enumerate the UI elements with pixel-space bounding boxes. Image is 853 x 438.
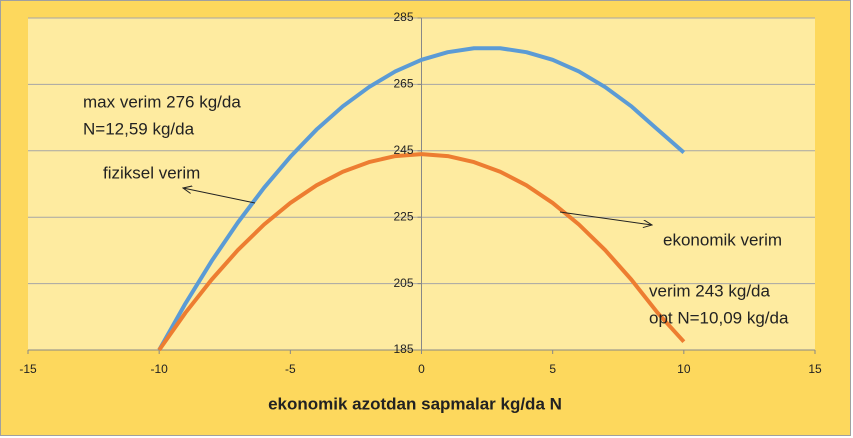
arrow [559, 211, 652, 225]
data-line [157, 46, 686, 351]
x-tick-label: -10 [150, 362, 168, 376]
y-tick-label: 185 [393, 342, 413, 356]
x-tick-label: 15 [808, 362, 822, 376]
arrow [183, 188, 256, 204]
x-tick-label: 5 [549, 362, 556, 376]
y-tick-label: 245 [393, 143, 413, 157]
y-tick-label: 265 [393, 77, 413, 91]
y-tick-label: 225 [393, 209, 413, 223]
annotation: max verim 276 kg/da [83, 92, 241, 111]
y-tick-label: 205 [393, 276, 413, 290]
x-axis-title: ekonomik azotdan sapmalar kg/da N [268, 394, 562, 413]
series-label: ekonomik verim [663, 230, 782, 249]
x-tick-label: 0 [418, 362, 425, 376]
annotation: opt N=10,09 kg/da [649, 308, 789, 327]
series-label: fiziksel verim [103, 163, 200, 182]
data-line [157, 152, 686, 352]
annotation: N=12,59 kg/da [83, 119, 195, 138]
x-tick-label: -15 [19, 362, 37, 376]
x-tick-label: 10 [677, 362, 691, 376]
annotation: verim 243 kg/da [649, 281, 770, 300]
x-tick-label: -5 [285, 362, 296, 376]
y-tick-label: 285 [393, 10, 413, 24]
